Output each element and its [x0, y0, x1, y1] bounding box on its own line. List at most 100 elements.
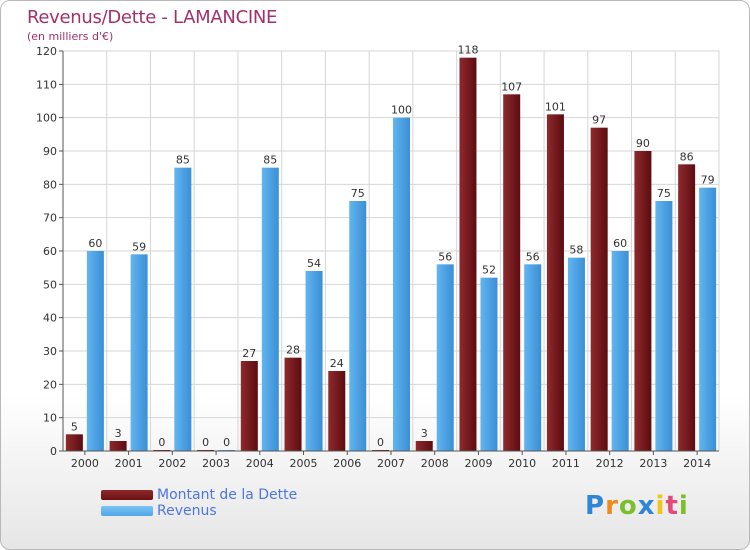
data-label-revenus: 75: [657, 187, 671, 200]
data-label-dette: 0: [158, 436, 165, 449]
x-tick-label: 2008: [421, 457, 449, 470]
bar-dette: [634, 151, 652, 451]
bar-dette: [65, 434, 83, 451]
x-tick-label: 2014: [683, 457, 711, 470]
bar-dette: [240, 361, 258, 451]
grid-lines: [62, 50, 720, 452]
data-label-revenus: 100: [391, 104, 412, 117]
data-label-dette: 3: [115, 427, 122, 440]
bar-dette: [459, 57, 477, 452]
data-label-revenus: 59: [132, 240, 146, 253]
data-label-revenus: 54: [307, 257, 321, 270]
y-tick-label: 10: [43, 412, 57, 425]
bar-revenus: [699, 187, 717, 451]
data-label-dette: 101: [545, 100, 566, 113]
logo-letter: r: [605, 491, 619, 521]
x-tick-label: 2009: [464, 457, 492, 470]
bar-dette: [415, 441, 433, 451]
data-label-dette: 27: [242, 347, 256, 360]
bar-revenus: [480, 277, 498, 451]
bar-revenus: [524, 264, 542, 451]
data-label-revenus: 60: [88, 237, 102, 250]
bar-revenus: [611, 251, 629, 451]
data-label-dette: 97: [592, 114, 606, 127]
bar-dette: [590, 127, 608, 452]
data-label-dette: 107: [501, 80, 522, 93]
logo-letter: o: [618, 491, 638, 521]
y-tick-label: 20: [43, 378, 57, 391]
legend-label-dette: Montant de la Dette: [157, 487, 298, 503]
logo-letter: i: [655, 491, 666, 521]
logo-letter: i: [678, 491, 689, 521]
bar-revenus: [436, 264, 454, 451]
data-label-revenus: 75: [351, 187, 365, 200]
bar-dette: [328, 371, 346, 451]
y-tick-label: 60: [43, 245, 57, 258]
bar-revenus: [86, 251, 104, 451]
data-label-revenus: 60: [613, 237, 627, 250]
y-tick-label: 120: [36, 45, 57, 58]
bar-dette: [546, 114, 564, 451]
data-label-revenus: 85: [263, 154, 277, 167]
x-tick-label: 2003: [202, 457, 230, 470]
data-label-dette: 5: [71, 420, 78, 433]
bars: [65, 57, 717, 452]
x-tick-label: 2012: [596, 457, 624, 470]
y-tick-label: 90: [43, 145, 57, 158]
bar-revenus: [174, 167, 192, 451]
x-tick-label: 2000: [71, 457, 99, 470]
data-label-dette: 86: [680, 150, 694, 163]
legend-swatch-revenus: [101, 506, 153, 516]
x-tick-label: 2010: [508, 457, 536, 470]
bar-revenus: [567, 257, 585, 451]
data-label-dette: 90: [636, 137, 650, 150]
logo-letter: P: [585, 491, 606, 521]
x-tick-label: 2006: [333, 457, 361, 470]
bar-dette: [503, 94, 521, 451]
data-label-revenus: 56: [438, 250, 452, 263]
data-label-revenus: 52: [482, 264, 496, 277]
bar-revenus: [130, 254, 148, 451]
data-label-revenus: 56: [526, 250, 540, 263]
logo-letter: t: [665, 491, 679, 521]
bar-revenus: [305, 271, 323, 451]
y-tick-label: 80: [43, 178, 57, 191]
y-tick-label: 100: [36, 112, 57, 125]
y-tick-label: 110: [36, 78, 57, 91]
x-tick-label: 2001: [115, 457, 143, 470]
x-tick-label: 2002: [158, 457, 186, 470]
data-label-revenus: 0: [223, 436, 230, 449]
y-tick-label: 0: [50, 445, 57, 458]
data-label-dette: 118: [457, 44, 478, 57]
data-label-dette: 0: [202, 436, 209, 449]
data-label-revenus: 58: [569, 244, 583, 257]
bar-revenus: [655, 201, 673, 451]
x-tick-label: 2011: [552, 457, 580, 470]
data-label-dette: 0: [377, 436, 384, 449]
bar-revenus: [393, 117, 410, 452]
bar-dette: [678, 164, 696, 452]
bar-revenus: [261, 167, 279, 451]
chart-subtitle: (en milliers d'€): [27, 30, 114, 43]
proxiti-logo: Proxiti: [585, 491, 689, 521]
bar-dette: [109, 441, 127, 451]
chart-title: Revenus/Dette - LAMANCINE: [27, 7, 278, 28]
data-label-revenus: 79: [701, 174, 715, 187]
data-label-dette: 24: [330, 357, 344, 370]
bar-dette: [284, 357, 302, 451]
bar-revenus: [349, 201, 367, 451]
legend-label-revenus: Revenus: [157, 503, 217, 519]
y-tick-label: 30: [43, 345, 57, 358]
y-tick-label: 50: [43, 278, 57, 291]
x-tick-label: 2007: [377, 457, 405, 470]
legend-swatch-dette: [101, 490, 153, 500]
logo-letter: x: [637, 491, 656, 521]
x-tick-label: 2004: [246, 457, 274, 470]
x-tick-label: 2005: [290, 457, 318, 470]
data-labels: 5 60 3 59 0 85 0 0 27 85 28 54 24 75 0 100 3 56 118 52 107 56…: [71, 44, 715, 449]
data-label-dette: 28: [286, 344, 300, 357]
data-label-dette: 3: [421, 427, 428, 440]
